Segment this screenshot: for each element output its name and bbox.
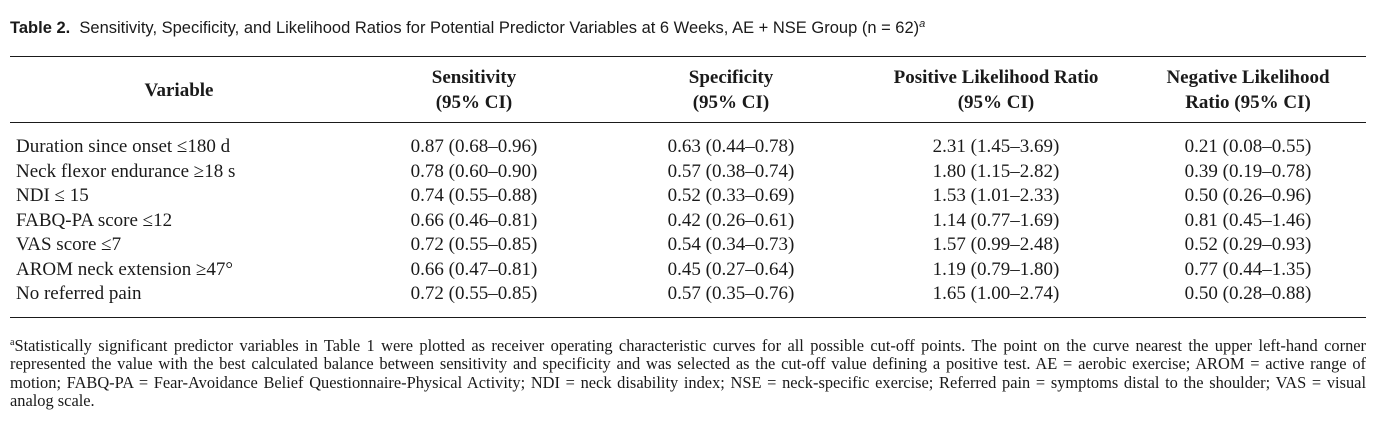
table-footnote: aStatistically significant predictor var… <box>10 336 1366 411</box>
cell-negative-lr: 0.50 (0.28–0.88) <box>1184 283 1312 304</box>
table-header-row: Variable Sensitivity (95% CI) Specificit… <box>10 58 1366 122</box>
cell-specificity: 0.45 (0.27–0.64) <box>667 258 795 280</box>
cell-specificity: 0.52 (0.33–0.69) <box>667 185 795 206</box>
cell-sensitivity: 0.66 (0.46–0.81) <box>410 209 538 231</box>
header-positive-lr-line1: Positive Likelihood Ratio <box>893 67 1099 88</box>
cell-variable: Duration since onset ≤180 d <box>16 136 231 157</box>
cell-variable: NDI ≤ 15 <box>16 185 89 206</box>
table-top-rule <box>10 56 1366 58</box>
cell-negative-lr: 0.81 (0.45–1.46) <box>1184 209 1312 231</box>
table-caption-text: Sensitivity, Specificity, and Likelihood… <box>79 19 920 37</box>
footnote-text: Statistically significant predictor vari… <box>10 336 1366 411</box>
cell-sensitivity: 0.87 (0.68–0.96) <box>410 136 538 157</box>
header-sensitivity: Sensitivity (95% CI) <box>348 58 600 122</box>
cell-sensitivity: 0.66 (0.47–0.81) <box>410 258 538 280</box>
cell-sensitivity: 0.74 (0.55–0.88) <box>410 185 538 206</box>
header-sensitivity-line2: (95% CI) <box>435 92 513 113</box>
cell-positive-lr: 1.14 (0.77–1.69) <box>932 209 1060 231</box>
header-variable-line: Variable <box>144 79 214 101</box>
cell-negative-lr: 0.52 (0.29–0.93) <box>1184 234 1312 255</box>
cell-positive-lr: 1.53 (1.01–2.33) <box>932 185 1060 206</box>
cell-negative-lr: 0.39 (0.19–0.78) <box>1184 160 1312 182</box>
header-specificity-line1: Specificity <box>688 67 774 88</box>
cell-positive-lr: 1.65 (1.00–2.74) <box>932 283 1060 304</box>
cell-variable: No referred pain <box>16 283 142 304</box>
cell-positive-lr: 1.57 (0.99–2.48) <box>932 234 1060 255</box>
header-negative-lr-line2: Ratio (95% CI) <box>1185 92 1311 113</box>
table-spacer-row <box>10 122 1366 135</box>
cell-variable: FABQ-PA score ≤12 <box>16 209 173 231</box>
predictor-table: Variable Sensitivity (95% CI) Specificit… <box>10 58 1366 307</box>
cell-positive-lr: 1.80 (1.15–2.82) <box>932 160 1060 182</box>
table-bottom-rule <box>10 317 1366 319</box>
cell-specificity: 0.57 (0.35–0.76) <box>667 283 795 304</box>
header-variable: Variable <box>10 58 348 122</box>
cell-variable: AROM neck extension ≥47° <box>16 258 233 280</box>
cell-specificity: 0.57 (0.38–0.74) <box>667 160 795 182</box>
cell-negative-lr: 0.21 (0.08–0.55) <box>1184 136 1312 157</box>
table-row: Neck flexor endurance ≥18 s 0.78 (0.60–0… <box>10 160 1366 185</box>
header-sensitivity-line1: Sensitivity <box>431 67 517 88</box>
table-caption-footnote-marker: a <box>919 18 926 30</box>
cell-positive-lr: 1.19 (0.79–1.80) <box>932 258 1060 280</box>
cell-variable: VAS score ≤7 <box>16 234 122 255</box>
cell-specificity: 0.54 (0.34–0.73) <box>667 234 795 255</box>
table-caption-label: Table 2. <box>10 19 71 37</box>
header-negative-lr: Negative Likelihood Ratio (95% CI) <box>1130 58 1366 122</box>
table-row: Duration since onset ≤180 d 0.87 (0.68–0… <box>10 135 1366 160</box>
header-positive-lr-line2: (95% CI) <box>957 92 1035 113</box>
footnote-marker: a <box>10 337 15 348</box>
table-row: NDI ≤ 15 0.74 (0.55–0.88) 0.52 (0.33–0.6… <box>10 184 1366 209</box>
table-row: No referred pain 0.72 (0.55–0.85) 0.57 (… <box>10 282 1366 307</box>
header-negative-lr-line1: Negative Likelihood <box>1166 67 1330 88</box>
table-header-rule <box>10 122 1366 124</box>
cell-negative-lr: 0.50 (0.26–0.96) <box>1184 185 1312 206</box>
table-row: VAS score ≤7 0.72 (0.55–0.85) 0.54 (0.34… <box>10 233 1366 258</box>
cell-specificity: 0.63 (0.44–0.78) <box>667 136 795 157</box>
cell-sensitivity: 0.72 (0.55–0.85) <box>410 234 538 255</box>
cell-positive-lr: 2.31 (1.45–3.69) <box>932 136 1060 157</box>
header-positive-lr: Positive Likelihood Ratio (95% CI) <box>862 58 1130 122</box>
table-row: FABQ-PA score ≤12 0.66 (0.46–0.81) 0.42 … <box>10 209 1366 234</box>
cell-negative-lr: 0.77 (0.44–1.35) <box>1184 258 1312 280</box>
header-specificity: Specificity (95% CI) <box>600 58 862 122</box>
cell-specificity: 0.42 (0.26–0.61) <box>667 209 795 231</box>
cell-variable: Neck flexor endurance ≥18 s <box>16 160 236 182</box>
table-row: AROM neck extension ≥47° 0.66 (0.47–0.81… <box>10 258 1366 283</box>
cell-sensitivity: 0.78 (0.60–0.90) <box>410 160 538 182</box>
cell-sensitivity: 0.72 (0.55–0.85) <box>410 283 538 304</box>
table-caption: Table 2. Sensitivity, Specificity, and L… <box>10 18 1372 38</box>
header-specificity-line2: (95% CI) <box>692 92 770 113</box>
